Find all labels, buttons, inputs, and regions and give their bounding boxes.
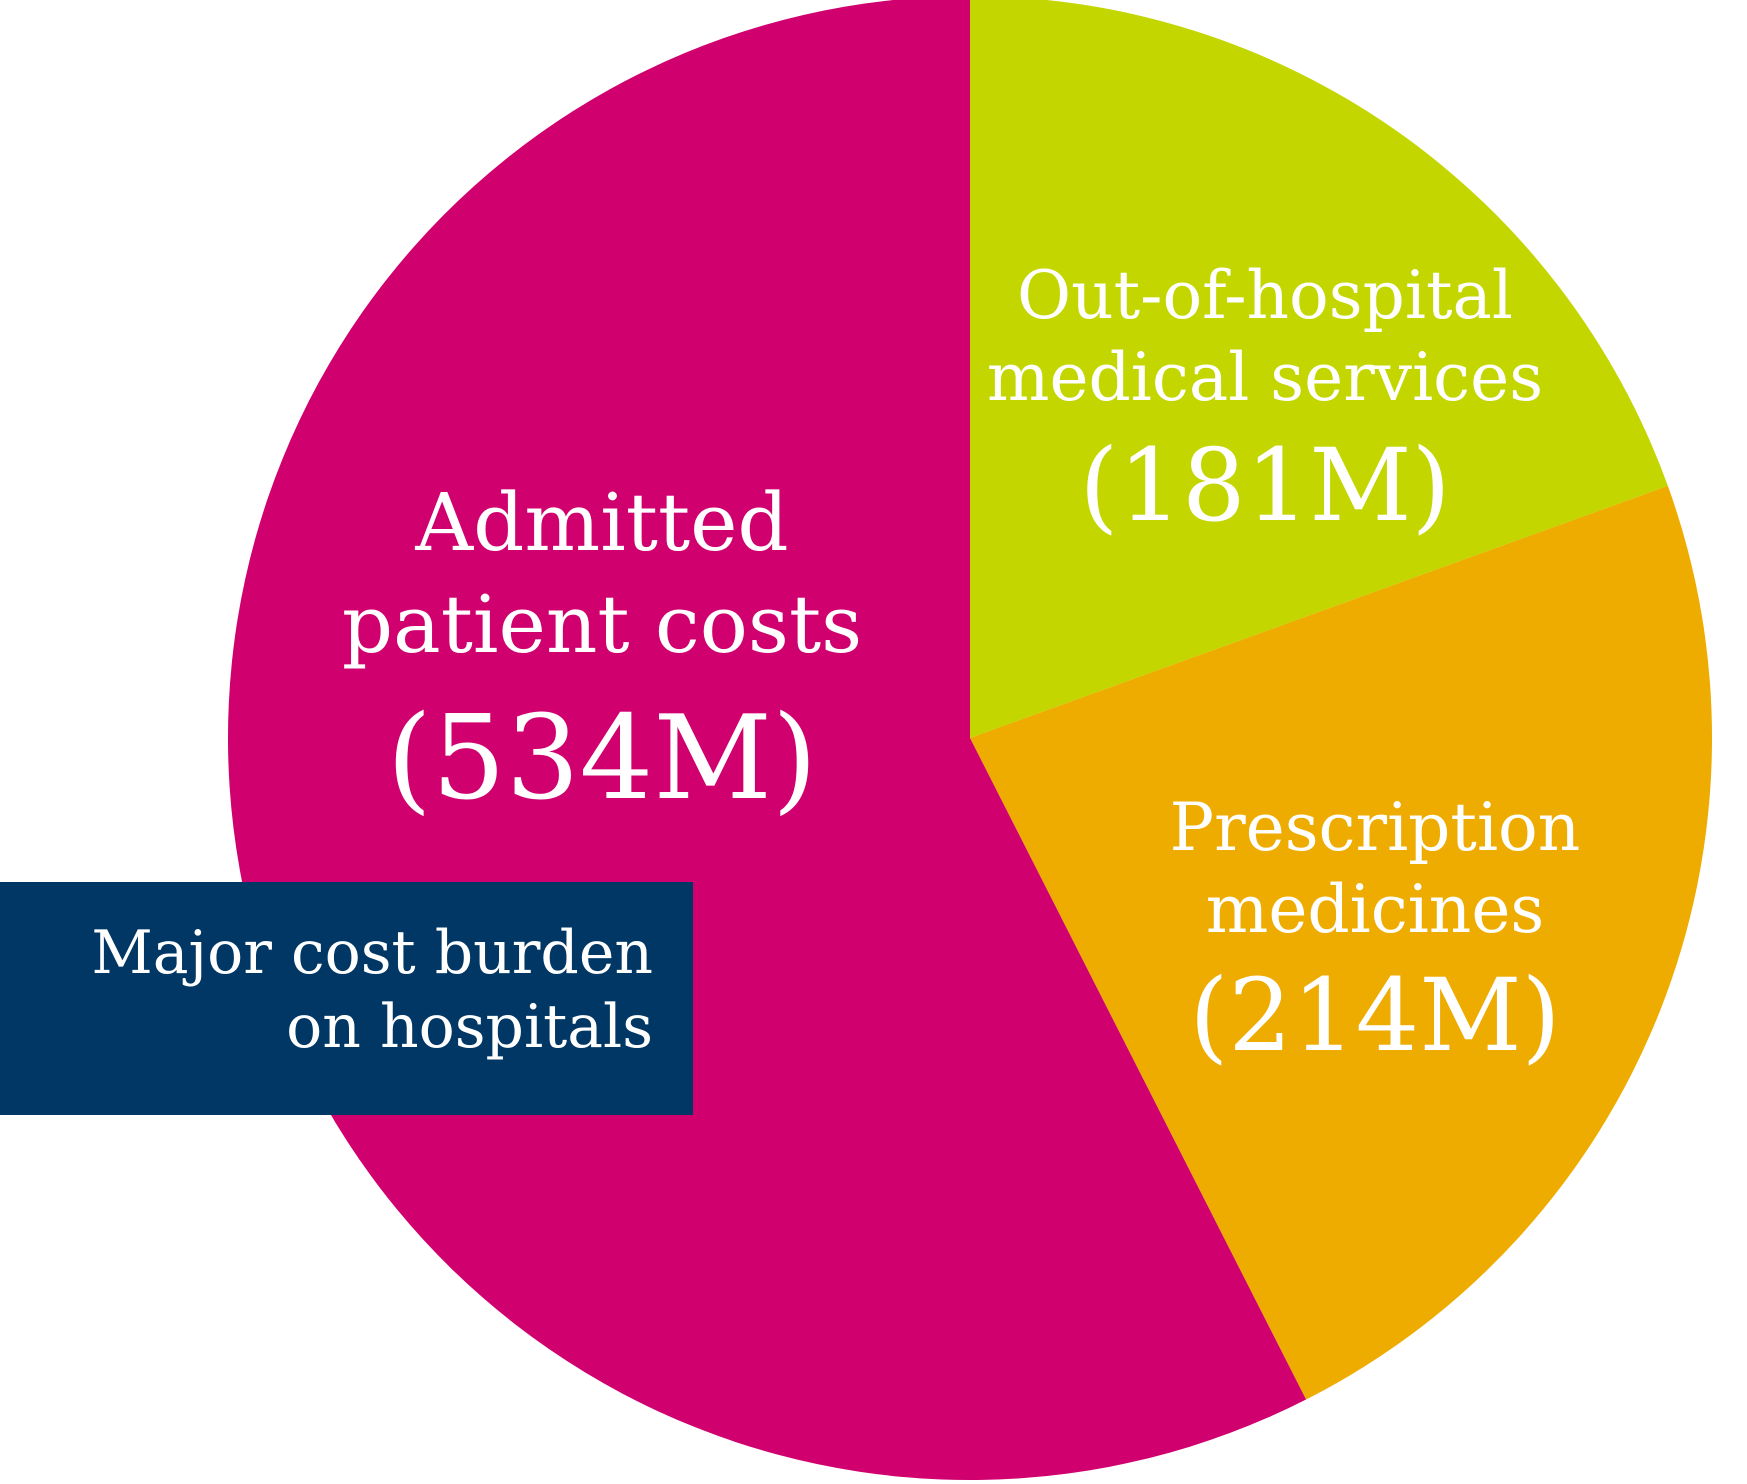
pie-slice-out-of-hospital xyxy=(970,0,1668,738)
pie-slice-prescription xyxy=(970,485,1712,1400)
callout-line-2: on hospitals xyxy=(286,992,653,1062)
slice-label-admitted-line1: Admitted xyxy=(414,476,788,569)
callout-line-1: Major cost burden xyxy=(91,918,653,988)
slice-label-prescription-line2: medicines xyxy=(1206,871,1545,948)
slice-label-prescription-line1: Prescription xyxy=(1170,789,1581,866)
slice-label-admitted-line2: patient costs xyxy=(342,578,862,671)
slice-value-prescription: (214M) xyxy=(1189,957,1560,1074)
slice-label-out-of-hospital-line1: Out-of-hospital xyxy=(1017,257,1513,334)
major-cost-burden-callout: Major cost burden on hospitals xyxy=(0,882,693,1115)
slice-value-out-of-hospital: (181M) xyxy=(1079,427,1450,544)
slice-value-admitted: (534M) xyxy=(387,691,818,826)
slice-label-out-of-hospital-line2: medical services xyxy=(987,339,1543,416)
